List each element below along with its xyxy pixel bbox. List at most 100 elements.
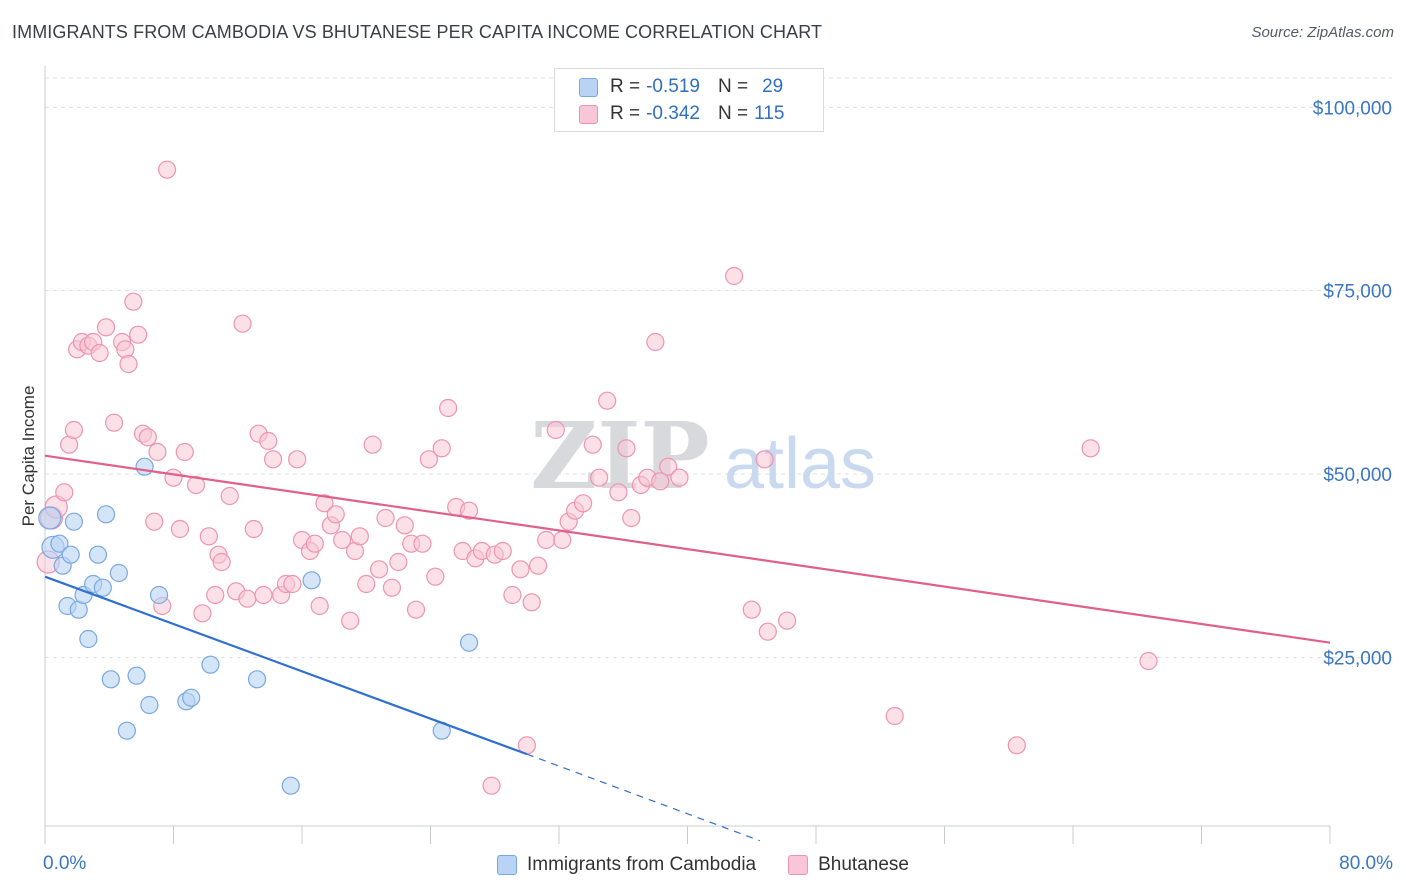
legend-row-bhutanese: R = -0.342 N = 115 bbox=[579, 101, 784, 127]
bhutanese-point bbox=[1139, 651, 1158, 671]
bhutanese-point bbox=[326, 505, 345, 524]
cambodia-swatch bbox=[497, 855, 517, 875]
n-label: N = bbox=[717, 76, 749, 97]
bhutanese-point bbox=[212, 552, 231, 572]
bhutanese-point bbox=[170, 519, 190, 539]
cambodia-point bbox=[50, 534, 69, 553]
cambodia-point bbox=[459, 633, 479, 652]
cambodia-point bbox=[117, 721, 137, 740]
bhutanese-swatch bbox=[579, 104, 598, 124]
bhutanese-point bbox=[670, 468, 689, 487]
bhutanese-point bbox=[220, 486, 239, 506]
cambodia-point bbox=[247, 670, 267, 689]
cambodia-point bbox=[101, 670, 120, 689]
bhutanese-point bbox=[145, 512, 164, 531]
bhutanese-point bbox=[617, 439, 636, 458]
bhutanese-point bbox=[310, 596, 329, 616]
source-label: Source: ZipAtlas.com bbox=[1251, 24, 1394, 41]
cambodia-point bbox=[88, 545, 108, 564]
bhutanese-point bbox=[382, 578, 402, 597]
cambodia-point bbox=[182, 688, 201, 707]
bhutanese-point bbox=[537, 530, 556, 550]
bhutanese-point bbox=[175, 442, 194, 462]
legend-item-cambodia[interactable]: Immigrants from Cambodia bbox=[497, 854, 756, 876]
cambodia-point bbox=[96, 505, 116, 524]
cambodia-point bbox=[38, 506, 62, 530]
bhutanese-point bbox=[755, 450, 774, 469]
cambodia-point bbox=[201, 655, 220, 674]
y-tick-label: $50,000 bbox=[1323, 465, 1392, 486]
bhutanese-point bbox=[573, 494, 593, 513]
bhutanese-point bbox=[55, 483, 74, 502]
cambodia-point bbox=[93, 578, 112, 597]
bhutanese-point bbox=[598, 391, 617, 410]
grid-lines bbox=[45, 77, 1392, 658]
r-value: -0.342 bbox=[646, 103, 700, 124]
bhutanese-point bbox=[199, 527, 218, 546]
bhutanese-point bbox=[493, 541, 512, 561]
bhutanese-point bbox=[148, 442, 167, 462]
bhutanese-point bbox=[583, 435, 602, 454]
bhutanese-point bbox=[124, 292, 143, 311]
legend-item-bhutanese[interactable]: Bhutanese bbox=[788, 854, 909, 876]
legend-label-bhutanese: Bhutanese bbox=[818, 854, 909, 875]
bhutanese-point bbox=[233, 314, 252, 333]
bhutanese-point bbox=[503, 585, 522, 605]
trend-lines bbox=[44, 454, 1331, 842]
bhutanese-point bbox=[333, 530, 352, 550]
cambodia-point bbox=[140, 695, 159, 715]
legend-row-cambodia: R = -0.519 N = 29 bbox=[579, 74, 783, 100]
x-tick-label-min: 0.0% bbox=[43, 853, 86, 874]
cambodia-trend-line bbox=[44, 575, 528, 756]
bhutanese-point bbox=[283, 574, 302, 594]
bhutanese-point bbox=[288, 450, 307, 469]
bhutanese-point bbox=[459, 501, 479, 520]
watermark-atlas: atlas bbox=[724, 424, 876, 504]
cambodia-point bbox=[302, 571, 321, 590]
cambodia-point bbox=[281, 776, 300, 795]
cambodia-point bbox=[109, 563, 128, 583]
bhutanese-point bbox=[119, 354, 138, 374]
bhutanese-trend-line bbox=[44, 454, 1331, 644]
bhutanese-point bbox=[724, 266, 744, 286]
bhutanese-point bbox=[553, 530, 572, 550]
bhutanese-point bbox=[315, 494, 334, 513]
cambodia-trend-extension bbox=[526, 753, 760, 842]
bhutanese-swatch bbox=[788, 855, 809, 875]
cambodia-point bbox=[64, 512, 84, 531]
bhutanese-point bbox=[186, 475, 206, 495]
r-label: R = bbox=[610, 76, 641, 97]
bhutanese-point bbox=[363, 435, 382, 454]
chart-title: IMMIGRANTS FROM CAMBODIA VS BHUTANESE PE… bbox=[12, 22, 823, 42]
y-tick-label: $100,000 bbox=[1313, 98, 1392, 119]
bhutanese-point bbox=[129, 325, 148, 344]
bhutanese-point bbox=[646, 332, 665, 352]
bhutanese-point bbox=[1081, 439, 1100, 458]
bhutanese-point bbox=[389, 552, 408, 572]
bhutanese-point bbox=[370, 560, 389, 579]
bhutanese-point bbox=[777, 611, 797, 630]
bhutanese-point bbox=[742, 600, 761, 619]
bhutanese-point bbox=[104, 413, 124, 432]
bhutanese-point bbox=[116, 340, 135, 359]
bhutanese-point bbox=[1007, 736, 1026, 755]
bhutanese-point bbox=[590, 468, 609, 487]
y-axis-label: Per Capita Income bbox=[19, 386, 38, 527]
cambodia-point bbox=[135, 457, 154, 476]
bhutanese-point bbox=[529, 556, 548, 575]
bhutanese-point bbox=[413, 534, 432, 553]
bhutanese-point bbox=[406, 600, 426, 619]
bhutanese-point bbox=[254, 585, 273, 605]
bhutanese-point bbox=[376, 508, 395, 528]
bhutanese-point bbox=[522, 593, 541, 612]
series-legend: Immigrants from Cambodia Bhutanese bbox=[0, 852, 1406, 878]
bhutanese-point bbox=[259, 431, 278, 451]
bhutanese-point bbox=[659, 457, 678, 476]
bhutanese-point bbox=[90, 343, 109, 363]
y-tick-label: $75,000 bbox=[1323, 282, 1392, 303]
bhutanese-point bbox=[758, 622, 777, 641]
cambodia-point bbox=[149, 585, 169, 605]
n-label: N = bbox=[717, 103, 749, 124]
bhutanese-point bbox=[482, 776, 501, 795]
